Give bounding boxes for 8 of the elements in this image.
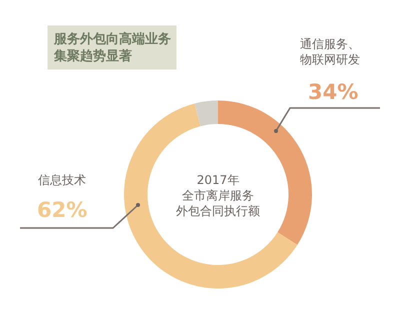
- text: 2017年全市离岸服务外包合同执行额: [176, 173, 260, 218]
- slice-label: 通信服务、物联网研发: [300, 37, 360, 67]
- chart-title: 服务外包向高端业务集聚趋势显著: [53, 31, 171, 64]
- slice-label: 信息技术: [38, 173, 86, 187]
- data-label: 62%: [37, 198, 88, 222]
- donut-slice: [194, 100, 218, 126]
- donut-slice: [124, 103, 298, 288]
- data-label: 34%: [308, 80, 358, 104]
